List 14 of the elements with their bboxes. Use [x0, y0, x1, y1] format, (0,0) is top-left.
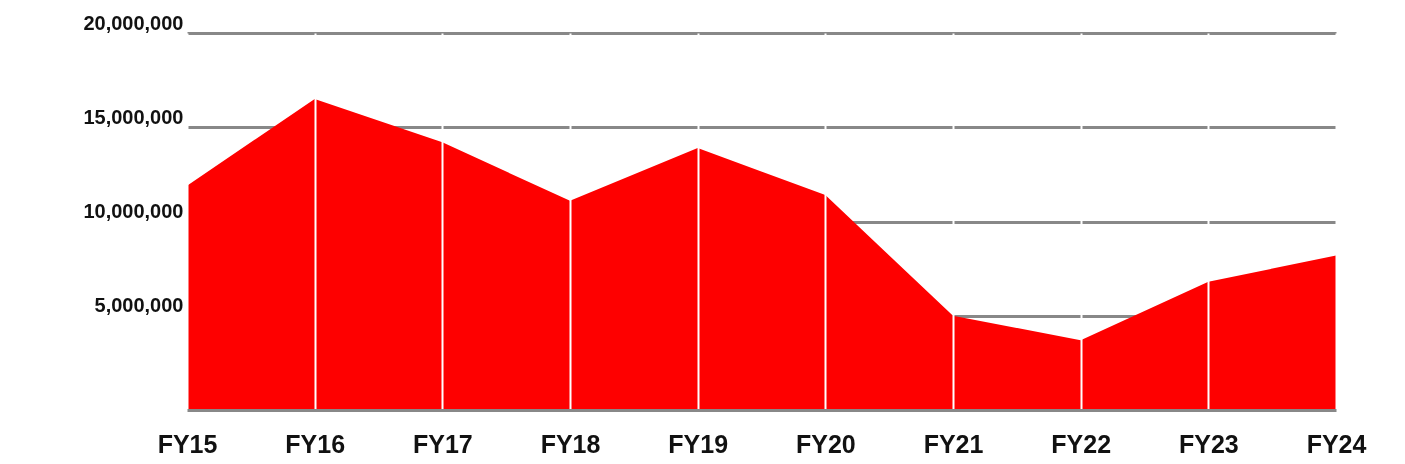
y-tick-label: 10,000,000 [83, 200, 184, 222]
y-tick-label: 5,000,000 [94, 294, 184, 317]
x-tick-label: FY18 [540, 429, 601, 458]
x-tick-label: FY20 [795, 429, 856, 458]
y-tick-label: 20,000,000 [83, 11, 184, 34]
y-tick-label: 15,000,000 [83, 105, 184, 128]
x-tick-label: FY23 [1178, 429, 1239, 458]
x-tick-label: FY15 [157, 429, 218, 458]
x-tick-label: FY19 [668, 429, 729, 458]
x-tick-label: FY24 [1306, 429, 1367, 458]
x-tick-label: FY21 [923, 429, 984, 458]
x-tick-label: FY22 [1051, 429, 1112, 458]
x-tick-label: FY17 [412, 429, 473, 458]
x-tick-label: FY16 [285, 429, 346, 458]
